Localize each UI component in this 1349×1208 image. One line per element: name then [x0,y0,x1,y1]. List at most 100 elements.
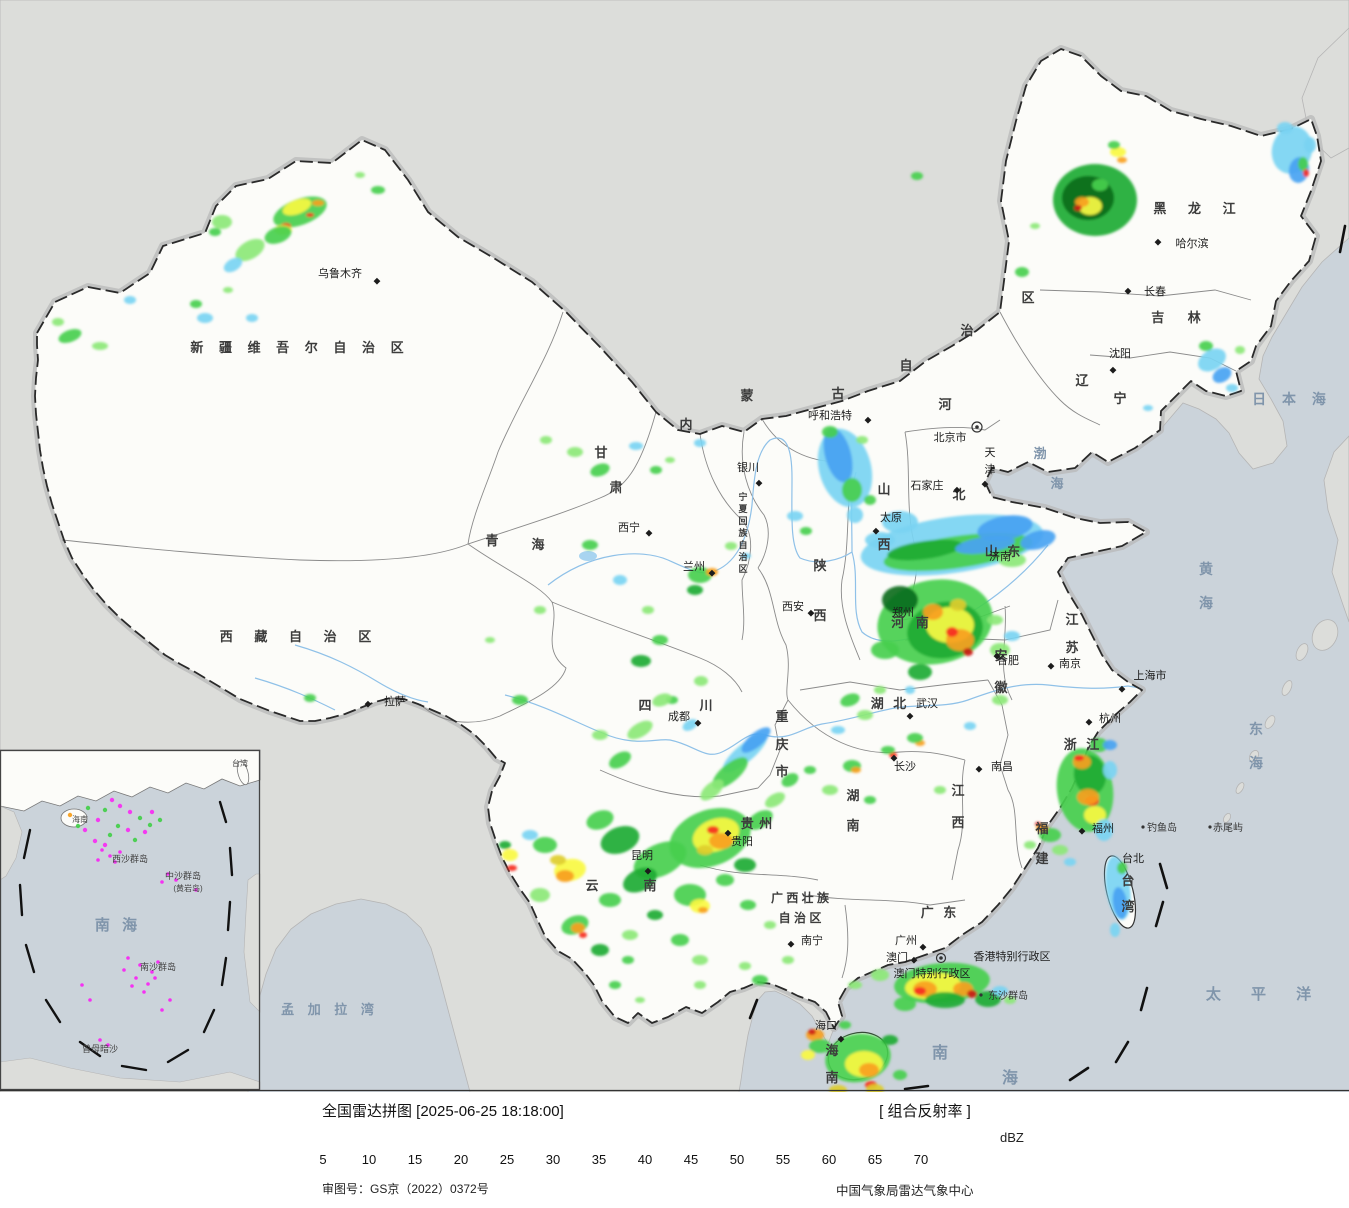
province-label: 治 [738,551,747,562]
province-label: 宁 [1113,391,1126,406]
city-label: 合肥 [997,653,1019,667]
radar-echo [882,511,918,533]
sea-label: 海 [1199,595,1213,611]
radar-echo [635,997,645,1003]
radar-echo [682,719,698,731]
legend-credit: 中国气象局雷达气象中心 [836,1184,974,1198]
city-marker-icon: ◆ [1079,826,1086,836]
inset-echo-dot [109,797,115,803]
radar-echo [1090,738,1108,752]
city-marker-icon: ◆ [756,478,763,488]
radar-echo [609,981,621,989]
radar-echo [781,773,799,787]
radar-echo [800,527,812,535]
inset-island-dot [118,850,122,854]
capital-marker-icon [939,956,943,960]
radar-echo [857,710,873,720]
province-label: 市 [775,764,788,779]
radar-echo [1235,346,1245,354]
radar-echo [650,466,662,474]
inset-echo-dot [67,812,73,818]
inset-echo-dot [149,809,155,815]
city-marker-icon: ◆ [907,711,914,721]
china-landmass [35,49,1321,1028]
colorbar-tick: 70 [913,1152,929,1167]
city-label: 太原 [880,511,902,524]
radar-echo [1226,384,1238,392]
province-label: 云 [585,878,598,893]
province-label: 台 [1121,873,1134,888]
city-marker-icon: ◆ [725,828,732,838]
radar-echo [371,186,385,194]
city-label: 香港特别行政区 [974,949,1051,963]
radar-echo [851,767,861,773]
radar-echo [707,826,719,834]
radar-echo [1143,405,1153,411]
inset-sea-background [0,750,260,1090]
city-marker-icon: ◆ [1125,286,1132,296]
radar-echo [801,1050,815,1060]
radar-echo [882,1035,898,1045]
china-national-border [34,48,1322,1029]
radar-echo [586,810,614,830]
inset-island-dot [98,1038,102,1042]
radar-echo [623,867,657,893]
inset-island-dot [174,878,178,882]
inset-island-dot [80,983,84,987]
radar-echo [782,956,794,964]
province-label: 海 [531,537,544,552]
sea-label: 海 [1050,476,1063,491]
province-label: 自 治 区 [779,910,822,925]
colorbar-tick: 50 [729,1152,745,1167]
inset-island-dot [134,976,138,980]
radar-echo [499,841,511,849]
inset-island-label: (黄岩岛) [173,883,203,893]
province-label: 浙 江 [1064,737,1103,752]
province-label: 河 [938,397,951,412]
province-label: 海 [825,1043,838,1058]
inset-echo-dot [115,823,121,829]
radar-echo [512,695,528,705]
province-label: 江 [1065,612,1078,627]
radar-echo [882,586,918,614]
radar-echo [652,693,672,707]
radar-echo [627,720,653,740]
legend-colorbar [300,1128,990,1146]
inset-island-label: 西沙群岛 [112,853,148,864]
radar-echo [1212,367,1232,383]
colorbar-tick: 35 [591,1152,607,1167]
colorbar-tick: 45 [683,1152,699,1167]
sea-label: 日 本 海 [1252,391,1332,407]
city-label: 济南 [989,549,1011,563]
city-marker-icon: ◆ [645,866,652,876]
radar-echo [804,766,816,774]
radar-echo [1110,147,1126,157]
city-label: 长春 [1144,285,1166,298]
radar-echo [865,532,895,548]
sea-label: 黄 [1199,561,1213,577]
radar-echo [964,722,976,730]
radar-echo [1036,824,1048,832]
radar-echo [706,568,718,576]
radar-echo [688,567,712,583]
province-label: 甘 [594,445,607,460]
radar-echo [1110,923,1120,937]
radar-echo [1298,157,1308,171]
inset-echo-dot [147,822,153,828]
city-label: 上海市 [1134,668,1167,682]
radar-echo [847,507,863,523]
inset-island-dot [96,858,100,862]
province-label: 苏 [1065,640,1078,655]
inset-echo-dot [137,815,143,821]
radar-echo [998,553,1026,567]
inset-island-dots [80,848,198,1047]
radar-echo [859,1063,879,1077]
inset-island-dot [100,848,104,852]
radar-echo [355,172,365,178]
city-label: 呼和浩特 [808,408,852,422]
province-label: 西 [951,815,964,830]
radar-echo [1004,631,1020,641]
city-marker-icon: ◆ [808,608,815,618]
province-label: 湖 北 [871,696,910,711]
legend-product-label: [ 组合反射率 ] [879,1103,971,1120]
